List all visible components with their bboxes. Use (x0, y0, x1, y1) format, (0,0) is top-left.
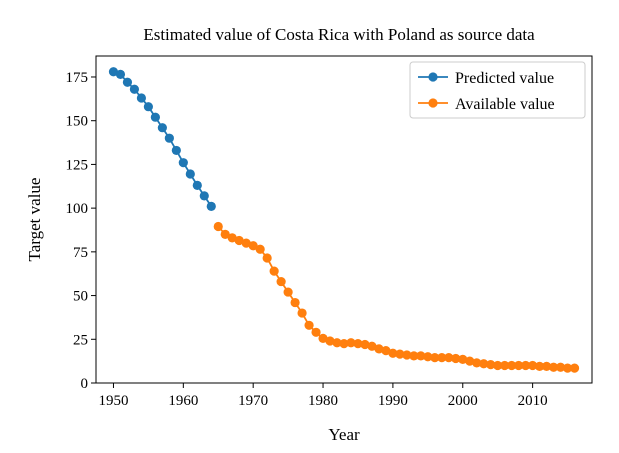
legend-box (409, 61, 586, 119)
data-point-available-value (472, 358, 482, 368)
data-point-available-value (437, 353, 447, 363)
x-axis-title: Year (328, 425, 360, 444)
data-point-available-value (332, 338, 342, 348)
data-point-available-value (555, 362, 566, 372)
legend: Predicted value Available value (409, 61, 586, 119)
series-line-available-value (217, 225, 575, 370)
data-point-available-value (409, 351, 419, 361)
data-point-available-value (562, 363, 573, 373)
data-point-predicted-value (157, 123, 167, 133)
data-point-predicted-value (192, 180, 202, 190)
data-point-available-value (318, 333, 328, 344)
data-point-available-value (297, 308, 307, 318)
data-point-available-value (493, 360, 503, 371)
data-point-available-value (541, 361, 552, 371)
x-tick-label: 1990 (378, 393, 408, 409)
data-point-available-value (360, 339, 370, 350)
legend-marker (428, 72, 438, 82)
chart-title: Estimated value of Costa Rica with Polan… (143, 25, 535, 44)
data-point-available-value (548, 362, 559, 372)
data-point-available-value (353, 339, 363, 349)
data-point-available-value (458, 354, 468, 364)
y-tick-label: 75 (73, 245, 88, 261)
data-point-available-value (290, 297, 300, 308)
y-tick-label: 25 (73, 332, 88, 348)
y-tick-label: 125 (66, 157, 89, 173)
data-point-predicted-value (206, 201, 216, 211)
data-point-available-value (416, 351, 426, 361)
data-point-available-value (374, 344, 384, 354)
data-point-available-value (346, 338, 356, 348)
data-point-predicted-value (185, 169, 195, 179)
data-point-available-value (569, 363, 580, 373)
data-point-predicted-value (178, 158, 188, 168)
y-tick-label: 0 (81, 376, 89, 392)
x-tick-label: 1980 (308, 393, 338, 409)
data-point-available-value (381, 346, 391, 356)
data-point-available-value (276, 276, 286, 287)
x-tick-label: 2010 (518, 393, 548, 409)
x-tick-label: 1970 (238, 393, 268, 409)
axis-ticks: 1950 1960 1970 1980 1990 2000 2010 0 25 50 75 100 12… (66, 70, 548, 409)
data-point-available-value (304, 320, 314, 330)
data-point-available-value (227, 233, 237, 243)
plot-frame (95, 55, 593, 384)
data-point-available-value (367, 341, 377, 351)
data-point-predicted-value (129, 84, 140, 94)
data-point-available-value (388, 348, 398, 358)
data-point-available-value (262, 253, 272, 263)
data-point-available-value (402, 350, 412, 360)
data-point-available-value (451, 353, 461, 364)
data-point-available-value (444, 353, 454, 363)
data-point-available-value (486, 360, 496, 370)
x-tick-label: 1950 (98, 393, 128, 409)
data-point-available-value (325, 336, 335, 346)
data-point-predicted-value (164, 133, 174, 143)
data-point-available-value (430, 353, 440, 363)
data-point-predicted-value (108, 67, 119, 77)
y-tick-label: 50 (73, 289, 88, 305)
data-point-available-value (521, 360, 531, 371)
data-point-available-value (241, 238, 251, 248)
data-point-available-value (255, 244, 265, 254)
y-tick-label: 150 (66, 114, 89, 130)
plot-area (108, 67, 580, 373)
data-point-available-value (283, 287, 293, 297)
data-point-available-value (339, 339, 349, 349)
data-point-available-value (248, 241, 258, 251)
data-point-predicted-value (199, 191, 209, 201)
data-point-predicted-value (171, 145, 181, 156)
legend-marker (428, 98, 438, 108)
data-point-available-value (220, 229, 230, 239)
x-tick-label: 2000 (448, 393, 478, 409)
data-point-available-value (423, 352, 433, 362)
data-point-available-value (528, 360, 538, 371)
y-tick-label: 175 (66, 70, 89, 86)
data-point-available-value (465, 356, 475, 366)
data-point-available-value (507, 360, 517, 371)
data-point-available-value (213, 221, 223, 232)
y-axis-title: Target value (25, 178, 44, 262)
legend-label: Available value (455, 96, 555, 113)
data-point-available-value (500, 360, 510, 371)
data-point-available-value (234, 235, 244, 246)
data-point-predicted-value (115, 69, 126, 79)
data-point-predicted-value (143, 102, 153, 112)
data-point-available-value (269, 266, 279, 276)
data-point-available-value (395, 349, 405, 359)
legend-label: Predicted value (455, 70, 554, 87)
data-point-available-value (479, 359, 489, 369)
y-tick-label: 100 (66, 201, 89, 217)
data-point-predicted-value (136, 93, 147, 103)
data-point-available-value (311, 327, 321, 337)
data-point-available-value (535, 361, 545, 371)
data-point-available-value (514, 360, 524, 371)
data-point-predicted-value (122, 77, 133, 87)
x-tick-label: 1960 (168, 393, 198, 409)
data-point-predicted-value (150, 112, 160, 122)
